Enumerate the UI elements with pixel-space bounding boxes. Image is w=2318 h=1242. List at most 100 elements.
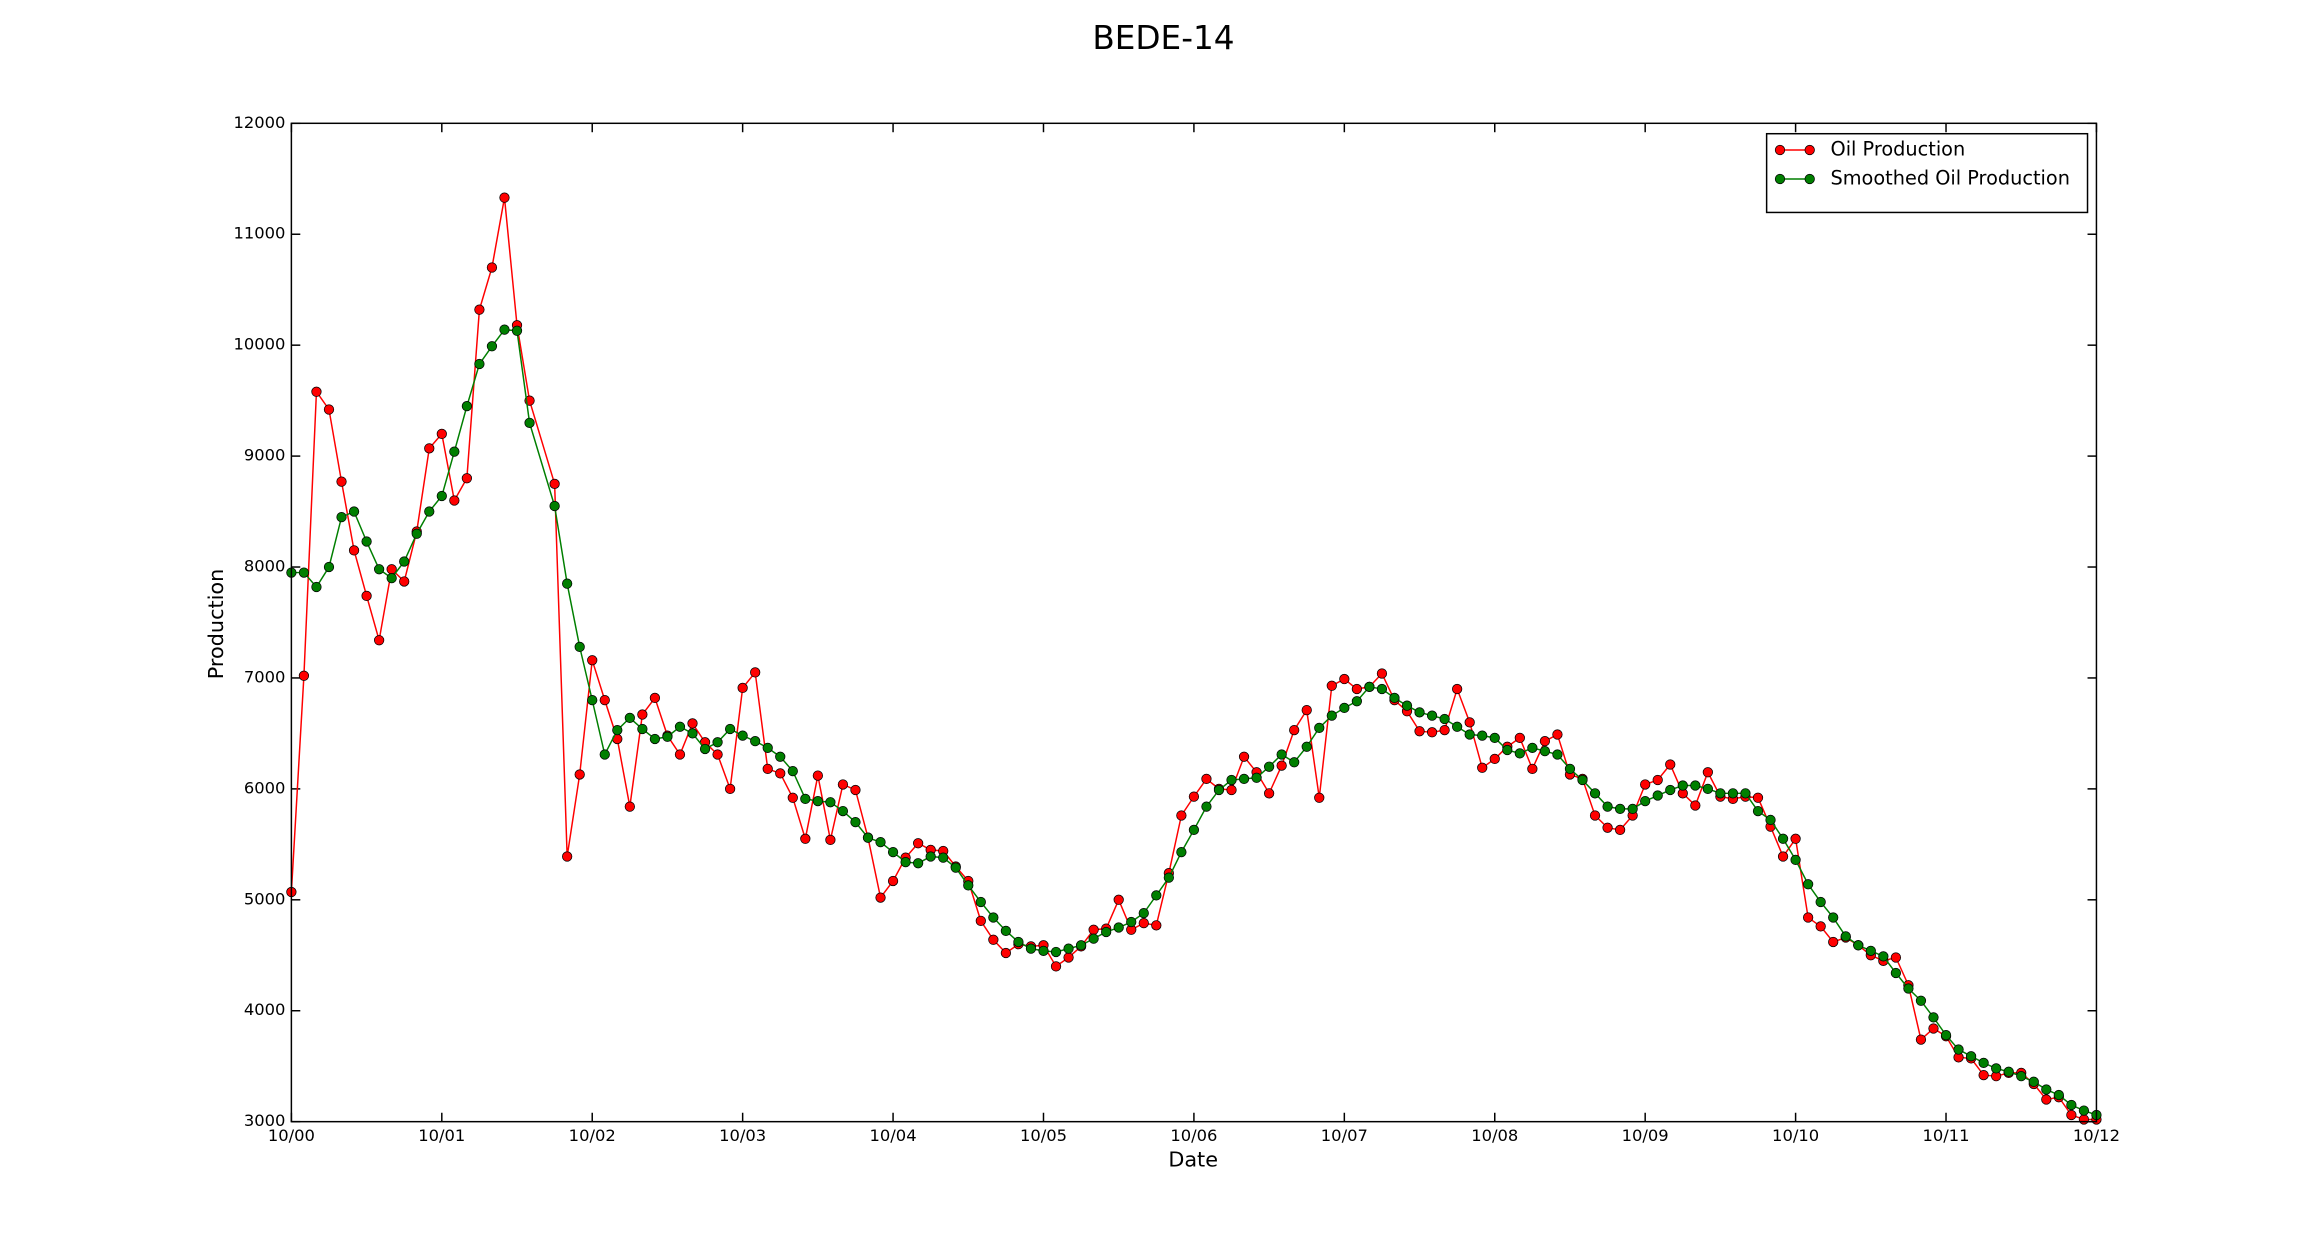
data-point — [1238, 751, 1250, 762]
data-point — [1828, 936, 1839, 948]
data-point — [486, 341, 498, 352]
data-point — [361, 590, 372, 601]
data-point — [1602, 822, 1613, 833]
data-point — [1589, 810, 1601, 821]
data-point — [1439, 724, 1450, 736]
data-point — [1690, 800, 1701, 811]
data-point — [950, 862, 961, 873]
data-point — [1025, 943, 1037, 954]
data-point — [1477, 730, 1488, 741]
data-point — [1978, 1069, 1989, 1081]
data-point — [925, 851, 936, 862]
data-point — [1790, 854, 1801, 865]
data-point — [900, 856, 911, 868]
data-point — [1564, 763, 1576, 775]
data-point — [887, 875, 899, 887]
data-point — [1452, 683, 1463, 695]
data-point — [637, 723, 648, 735]
data-point — [1326, 710, 1337, 721]
data-point — [1589, 788, 1601, 799]
data-point — [361, 536, 372, 547]
data-point — [1101, 926, 1112, 938]
data-point — [374, 635, 385, 646]
data-point — [674, 749, 686, 760]
data-point — [1965, 1051, 1977, 1062]
data-point — [2053, 1089, 2064, 1101]
data-point — [1151, 920, 1162, 931]
data-point — [875, 836, 886, 848]
data-point — [1138, 917, 1149, 929]
data-point — [649, 733, 661, 745]
data-point — [1326, 680, 1337, 691]
data-point — [411, 528, 422, 539]
data-point — [1552, 729, 1563, 740]
data-point — [436, 490, 447, 502]
data-point — [348, 545, 360, 556]
data-point — [1640, 779, 1651, 790]
data-point — [587, 695, 598, 706]
data-point — [724, 723, 736, 735]
data-point — [1426, 710, 1438, 721]
data-point — [1276, 749, 1287, 760]
data-point — [599, 749, 610, 760]
data-point — [1865, 945, 1876, 956]
data-point — [474, 304, 485, 315]
data-point — [323, 561, 335, 573]
data-point — [1702, 783, 1713, 795]
data-point — [1539, 746, 1551, 757]
data-point — [1351, 696, 1362, 707]
x-tick-label: 10/02 — [569, 1126, 616, 1145]
legend-marker — [1804, 144, 1815, 156]
data-point — [323, 404, 335, 415]
data-point — [1263, 788, 1275, 799]
data-point — [1289, 724, 1300, 736]
data-point — [800, 793, 811, 804]
legend-marker — [1804, 173, 1815, 185]
y-tick-label: 11000 — [233, 224, 285, 243]
data-point — [1777, 851, 1789, 862]
data-point — [1577, 774, 1588, 786]
data-point — [750, 667, 761, 678]
data-point — [1828, 912, 1839, 923]
data-point — [787, 766, 798, 777]
x-axis-label: Date — [1168, 1147, 1218, 1171]
data-point — [399, 556, 410, 567]
data-point — [1502, 744, 1513, 756]
data-point — [1727, 788, 1739, 799]
data-point — [1702, 767, 1713, 778]
data-point — [1915, 995, 1927, 1006]
plot-frame — [290, 122, 2098, 1123]
data-point — [913, 838, 924, 849]
data-point — [2066, 1099, 2077, 1111]
data-point — [1815, 896, 1826, 908]
data-point — [1251, 772, 1262, 783]
data-point — [1840, 931, 1851, 942]
data-point — [1376, 683, 1388, 695]
data-point — [649, 692, 661, 704]
data-point — [511, 325, 523, 336]
data-point — [1113, 922, 1124, 933]
data-point — [988, 912, 999, 923]
data-point — [837, 805, 849, 817]
data-point — [1351, 683, 1362, 695]
legend-marker — [1774, 144, 1786, 156]
data-point — [1364, 681, 1375, 692]
data-point — [938, 852, 949, 863]
x-tick-label: 10/06 — [1170, 1126, 1217, 1145]
data-point — [862, 832, 874, 843]
data-point — [762, 742, 773, 753]
data-point — [812, 795, 823, 807]
data-point — [524, 417, 535, 428]
data-point — [1050, 961, 1062, 972]
data-point — [724, 783, 736, 795]
data-point — [1213, 784, 1225, 796]
y-tick-label: 10000 — [233, 335, 285, 354]
data-point — [1489, 753, 1500, 765]
data-point — [348, 506, 360, 517]
y-tick-label: 6000 — [244, 778, 286, 797]
data-point — [1953, 1044, 1964, 1055]
data-point — [1602, 801, 1613, 812]
data-point — [1401, 700, 1413, 711]
data-point — [1075, 940, 1087, 951]
data-point — [775, 768, 786, 779]
